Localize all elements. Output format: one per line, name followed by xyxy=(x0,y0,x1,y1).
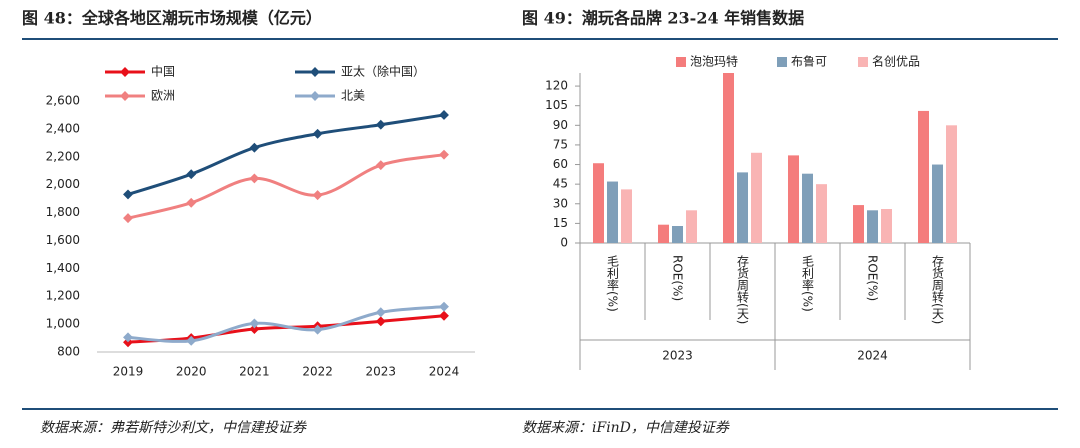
bar xyxy=(672,226,683,243)
y-tick-label: 30 xyxy=(553,196,568,210)
marker xyxy=(186,169,197,180)
y-tick-label: 75 xyxy=(553,137,568,151)
marker xyxy=(375,307,386,318)
marker xyxy=(439,310,449,321)
y-tick-label: 2,400 xyxy=(46,121,80,135)
marker xyxy=(375,119,386,130)
bar xyxy=(723,73,734,243)
legend-label: 泡泡玛特 xyxy=(690,54,738,69)
legend-swatch xyxy=(310,91,320,101)
x-tick-label: 毛利率(%) xyxy=(801,255,815,312)
marker xyxy=(123,189,133,200)
marker xyxy=(249,142,260,153)
bar xyxy=(607,181,618,243)
y-tick-label: 2,000 xyxy=(46,177,80,191)
x-tick-label: 2021 xyxy=(239,365,270,379)
marker xyxy=(186,197,197,208)
bar xyxy=(593,163,604,243)
y-tick-label: 15 xyxy=(553,216,568,230)
marker xyxy=(249,324,260,334)
marker xyxy=(439,149,449,160)
bar xyxy=(686,210,697,243)
x-tick-label: 2020 xyxy=(176,365,207,379)
bar xyxy=(867,210,878,243)
legend-swatch xyxy=(858,57,868,67)
bar xyxy=(932,164,943,243)
y-tick-label: 1,400 xyxy=(46,261,80,275)
y-tick-label: 2,200 xyxy=(46,149,80,163)
x-tick-label: 2022 xyxy=(302,365,333,379)
y-tick-label: 45 xyxy=(553,177,568,191)
marker xyxy=(439,109,449,120)
y-tick-label: 800 xyxy=(57,345,80,359)
bar xyxy=(802,173,813,243)
x-tick-label: 存货周转(天) xyxy=(736,255,750,325)
x-tick-label: ROE(%) xyxy=(671,255,685,301)
y-tick-label: 1,200 xyxy=(46,289,80,303)
bar xyxy=(737,172,748,243)
marker xyxy=(312,190,323,201)
plot-area xyxy=(593,73,957,243)
marker xyxy=(186,335,197,346)
legend-label: 欧洲 xyxy=(151,89,175,103)
legend-label: 北美 xyxy=(341,89,365,103)
group-label: 2024 xyxy=(857,349,888,363)
marker xyxy=(312,324,323,335)
x-tick-label: 2023 xyxy=(366,365,397,379)
bar xyxy=(881,209,892,243)
legend-swatch xyxy=(120,67,130,77)
y-tick-label: 1,800 xyxy=(46,205,80,219)
marker xyxy=(312,128,323,139)
marker xyxy=(123,213,133,224)
figure-title: 图 49：潮玩各品牌 23-24 年销售数据 xyxy=(522,9,804,28)
bar xyxy=(853,205,864,243)
bar xyxy=(788,155,799,243)
x-tick-label: 毛利率(%) xyxy=(606,255,620,312)
series-line xyxy=(127,113,445,196)
marker xyxy=(375,316,386,327)
source: 数据来源：iFinD，中信建投证券 xyxy=(522,420,730,436)
legend-label: 名创优品 xyxy=(872,54,920,69)
y-tick-label: 1,000 xyxy=(46,317,80,331)
series-line xyxy=(127,314,445,344)
x-tick-label: 2024 xyxy=(429,365,460,379)
group-label: 2023 xyxy=(662,349,693,363)
marker xyxy=(439,301,449,312)
series-line xyxy=(127,305,445,343)
y-tick-label: 90 xyxy=(553,118,568,132)
legend-label: 亚太（除中国） xyxy=(341,64,425,79)
x-tick-label: ROE(%) xyxy=(866,255,880,301)
legend-swatch xyxy=(777,57,787,67)
marker xyxy=(249,173,260,184)
y-tick-label: 1,600 xyxy=(46,233,80,247)
marker xyxy=(249,318,260,329)
y-tick-label: 2,600 xyxy=(46,94,80,108)
x-tick-label: 2019 xyxy=(113,365,144,379)
series-line xyxy=(127,153,445,220)
bar xyxy=(621,189,632,243)
legend-label: 中国 xyxy=(151,64,175,79)
y-tick-label: 105 xyxy=(545,98,568,112)
bar xyxy=(658,224,669,243)
x-tick-label: 存货周转(天) xyxy=(931,255,945,325)
y-tick-label: 60 xyxy=(553,157,568,171)
figure-title: 图 48：全球各地区潮玩市场规模（亿元） xyxy=(22,9,322,28)
bar xyxy=(751,152,762,243)
marker xyxy=(375,160,386,171)
y-tick-label: 0 xyxy=(560,236,568,250)
bar xyxy=(918,110,929,243)
legend-swatch xyxy=(120,91,130,101)
legend-swatch xyxy=(676,57,686,67)
bar xyxy=(946,125,957,243)
legend-label: 布鲁可 xyxy=(791,55,827,69)
source: 数据来源：弗若斯特沙利文，中信建投证券 xyxy=(40,420,307,436)
y-tick-label: 120 xyxy=(545,79,568,93)
legend-swatch xyxy=(310,67,320,77)
bar xyxy=(816,184,827,243)
